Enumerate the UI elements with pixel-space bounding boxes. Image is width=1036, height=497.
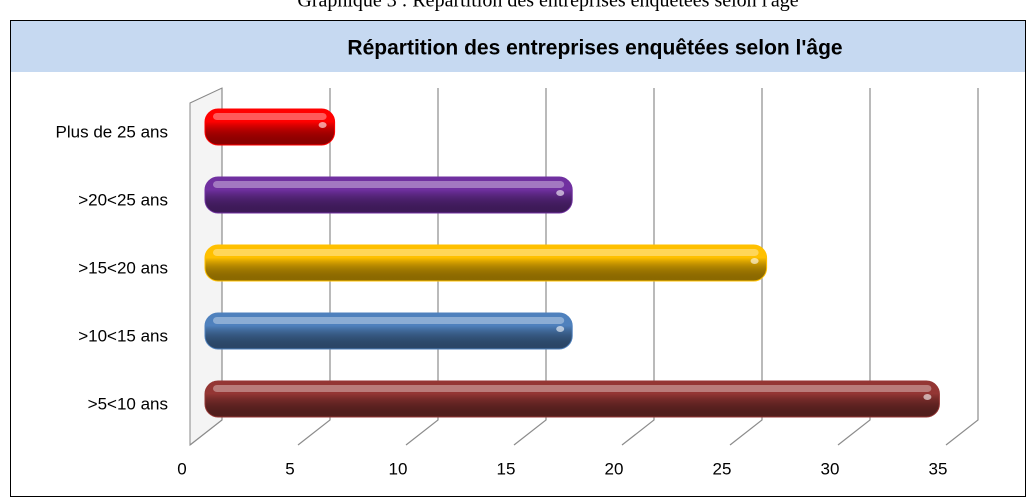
bar xyxy=(204,312,573,350)
x-tick-label: 10 xyxy=(389,459,408,478)
bar xyxy=(204,176,573,214)
bar-gloss xyxy=(213,317,565,324)
y-tick-label: Plus de 25 ans xyxy=(56,122,168,141)
x-tick-label: 5 xyxy=(285,459,294,478)
caption: Graphique 3 : Répartition des entreprise… xyxy=(297,0,798,12)
x-tick-label: 0 xyxy=(177,459,186,478)
bar-gloss xyxy=(213,385,932,392)
chart-title: Répartition des entreprises enquêtées se… xyxy=(347,37,842,60)
x-tick-label: 35 xyxy=(929,459,948,478)
bar-gloss xyxy=(213,181,565,188)
grid-line xyxy=(621,88,655,446)
bar xyxy=(204,108,336,146)
x-tick-label: 30 xyxy=(821,459,840,478)
y-tick-label: >15<20 ans xyxy=(78,258,168,277)
y-tick-label: >10<15 ans xyxy=(78,326,168,345)
y-tick-label: >5<10 ans xyxy=(88,394,168,413)
bar-highlight xyxy=(923,394,932,400)
x-tick-label: 25 xyxy=(713,459,732,478)
x-tick-label: 20 xyxy=(605,459,624,478)
bar xyxy=(204,244,768,282)
grid-line xyxy=(837,88,871,446)
bar-highlight xyxy=(556,190,565,196)
bar xyxy=(204,380,940,418)
bar-gloss xyxy=(213,113,327,120)
x-tick-label: 15 xyxy=(497,459,516,478)
y-tick-label: >20<25 ans xyxy=(78,190,168,209)
bar-gloss xyxy=(213,249,759,256)
bar-highlight xyxy=(750,258,759,264)
bar-highlight xyxy=(556,326,565,332)
title-band xyxy=(11,21,1025,72)
grid-line xyxy=(945,88,979,446)
bar-highlight xyxy=(318,122,327,128)
grid-line xyxy=(729,88,763,446)
